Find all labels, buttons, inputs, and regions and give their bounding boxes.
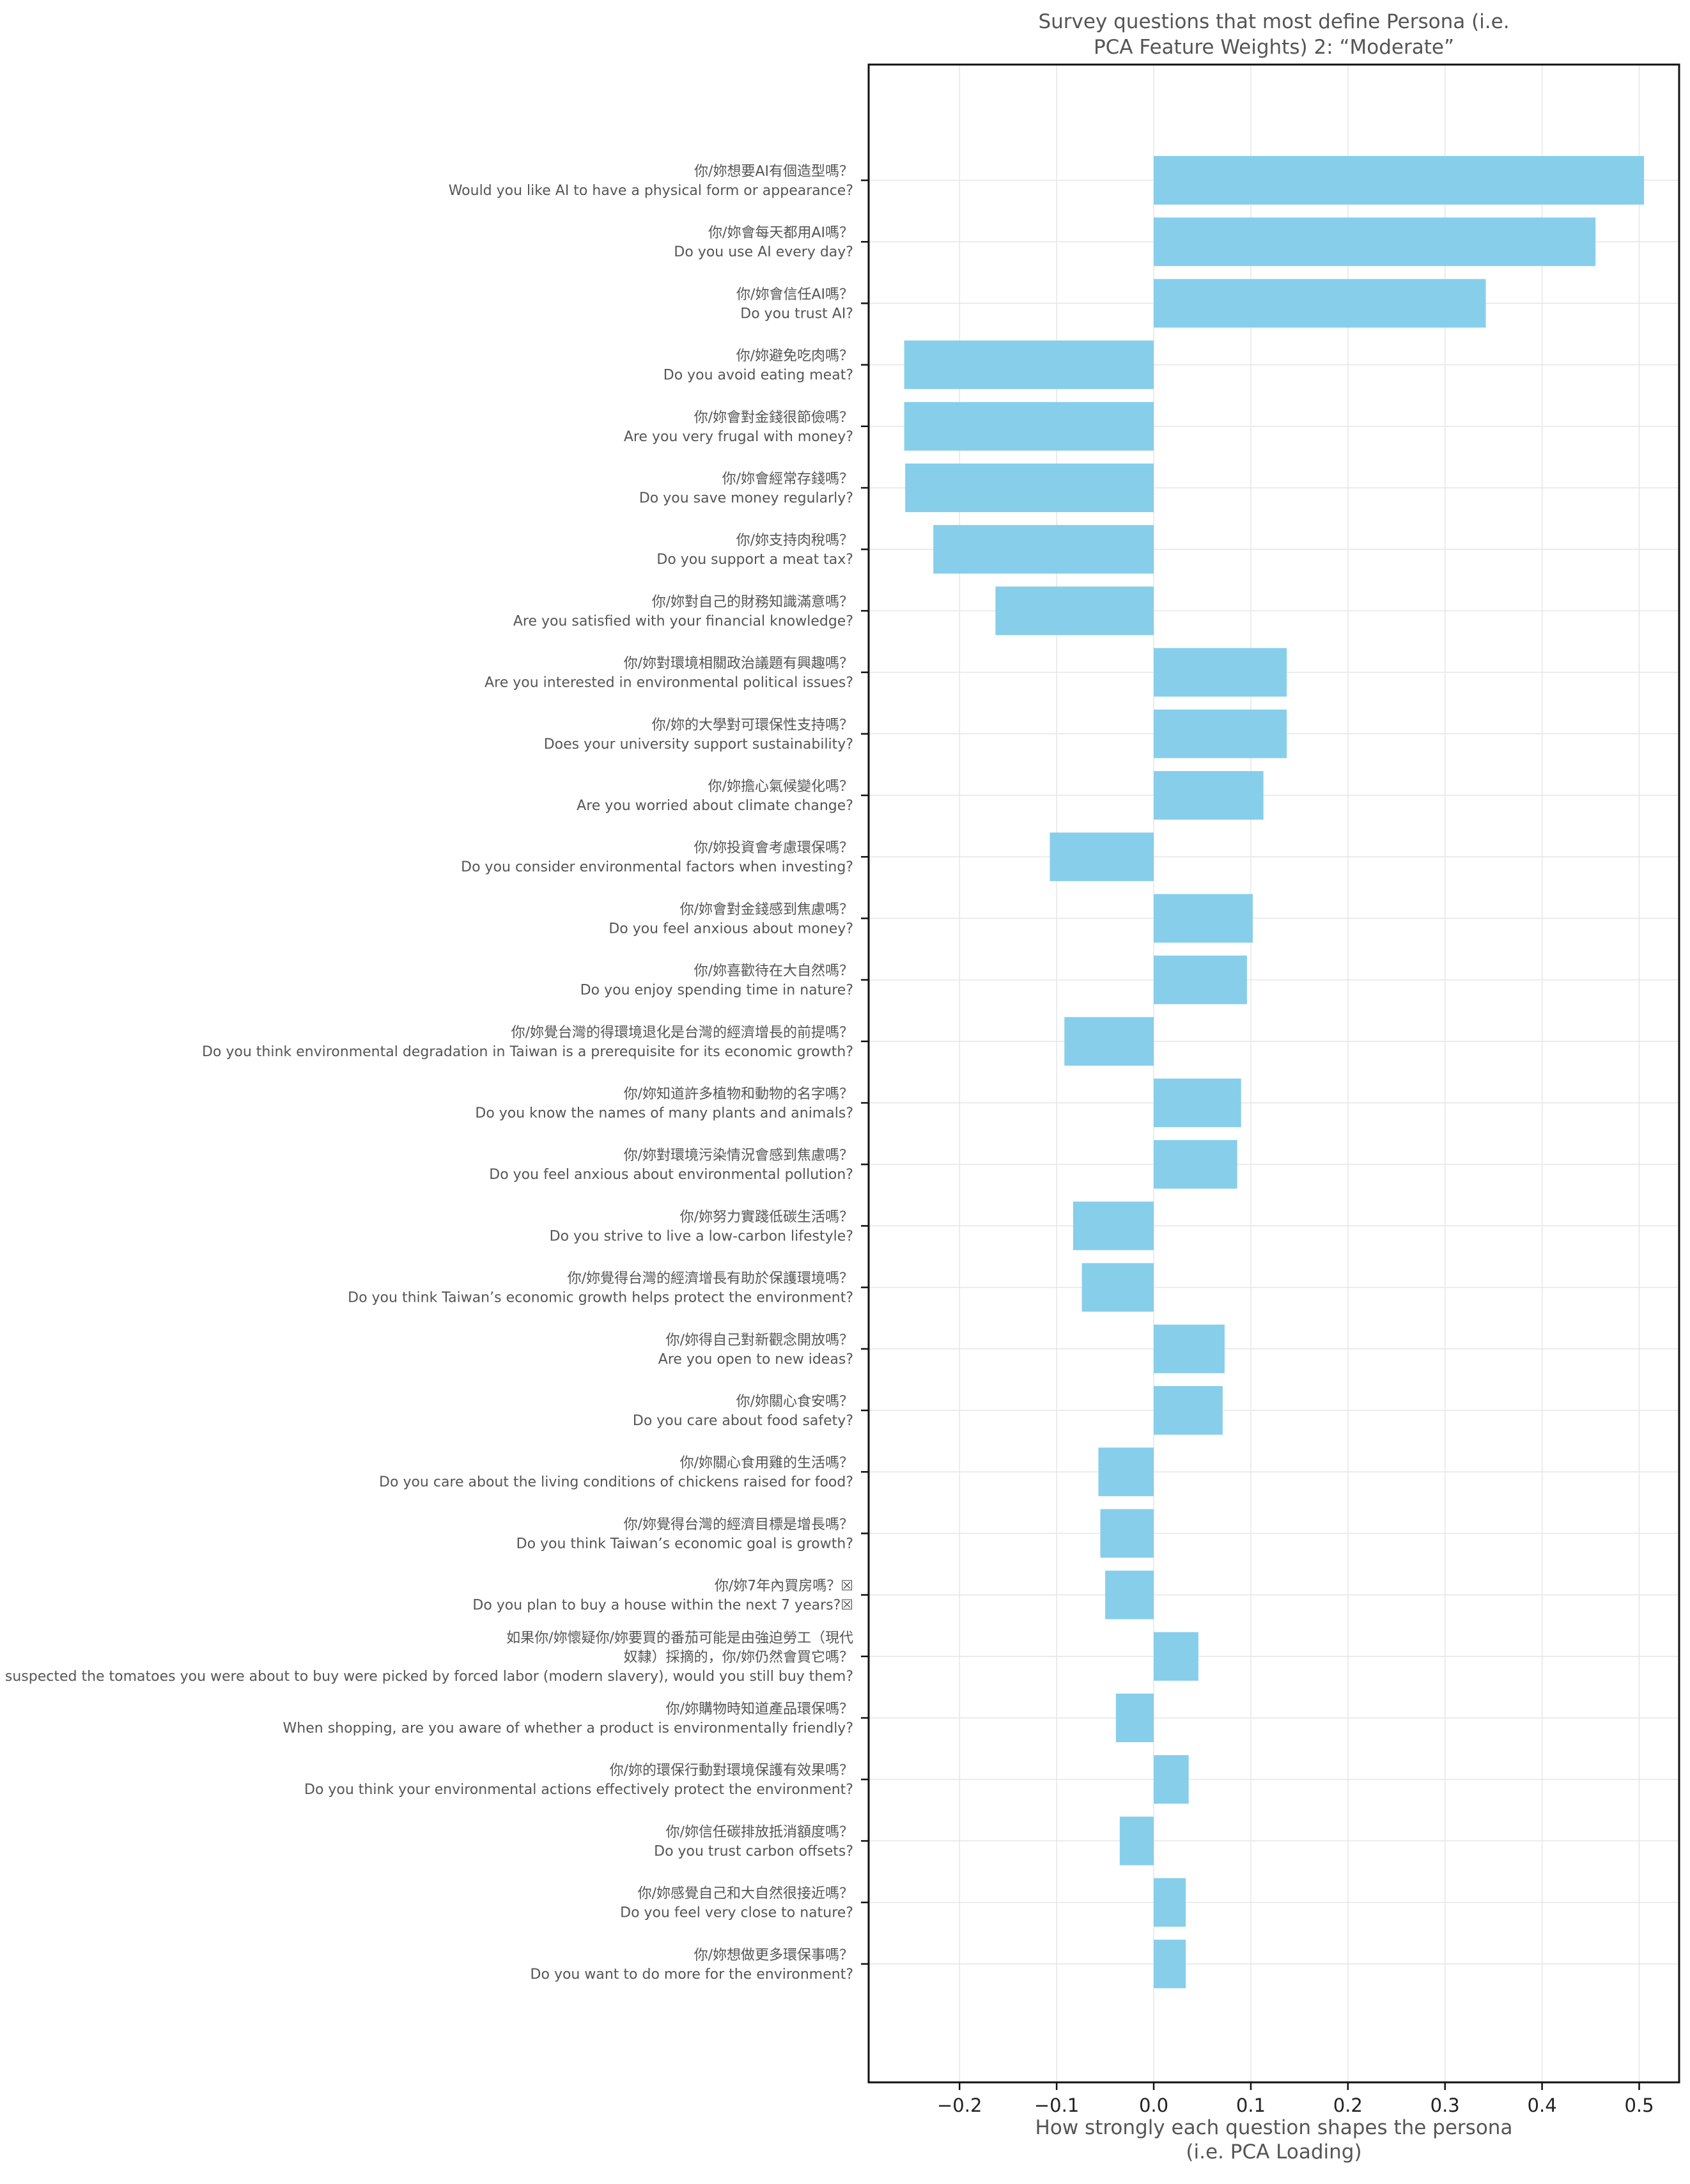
x-tick-label: −0.2 [937, 2094, 982, 2116]
y-tick-label: 你/妳會每天都用AI嗎？ Do you use AI every day? [674, 225, 853, 260]
bar [1154, 279, 1486, 328]
bar [1154, 894, 1253, 943]
bar [1154, 1386, 1223, 1435]
bar [905, 464, 1154, 512]
bar [1154, 1755, 1189, 1804]
y-tick-label: 你/妳覺得台灣的經濟增長有助於保護環境嗎？ Do you think Taiwan… [348, 1271, 853, 1306]
y-tick-label: 你/妳知道許多植物和動物的名字嗎？ Do you know the names o… [475, 1086, 853, 1121]
y-tick-label: 你/妳感覺自己和大自然很接近嗎？ Do you feel very close t… [620, 1886, 853, 1921]
bar [1098, 1447, 1154, 1497]
bar [1154, 955, 1247, 1004]
bar [1115, 1694, 1154, 1742]
y-tick-label: 你/妳的環保行動對環境保護有效果嗎？ Do you think your envi… [304, 1763, 853, 1798]
bar [933, 525, 1154, 574]
y-tick-label: 你/妳努力實踐低碳生活嗎？ Do you strive to live a low… [550, 1209, 853, 1244]
y-tick-label: 你/妳避免吃肉嗎？ Do you avoid eating meat? [663, 348, 853, 384]
x-tick-label: 0.1 [1236, 2094, 1266, 2116]
bars [904, 156, 1645, 1988]
y-tick-label: 你/妳覺得台灣的經濟目標是增長嗎？ Do you think Taiwan’s e… [516, 1517, 853, 1552]
y-axis-labels: 你/妳想要AI有個造型嗎？ Would you like AI to have a… [0, 164, 869, 1983]
y-tick-label: 你/妳想要AI有個造型嗎？ Would you like AI to have a… [449, 164, 853, 199]
y-tick-label: 你/妳會信任AI嗎？ Do you trust AI? [736, 286, 853, 322]
y-tick-label: 你/妳得自己對新觀念開放嗎？ Are you open to new ideas? [658, 1332, 853, 1368]
y-tick-label: 你/妳的大學對可環保性支持嗎？ Does your university supp… [544, 717, 853, 753]
y-tick-label: 你/妳投資會考慮環保嗎？ Do you consider environmenta… [461, 840, 853, 875]
bar [904, 340, 1154, 389]
y-tick-label: 你/妳對環境污染情況會感到焦慮嗎？ Do you feel anxious abo… [489, 1148, 853, 1183]
y-tick-label: 你/妳會對金錢感到焦慮嗎？ Do you feel anxious about m… [609, 901, 853, 937]
bar [1154, 709, 1287, 758]
y-tick-label: 你/妳會經常存錢嗎？ Do you save money regularly? [639, 471, 853, 506]
y-tick-label: 你/妳關心食安嗎？ Do you care about food safety? [633, 1394, 853, 1429]
y-tick-label: 你/妳覺台灣的得環境退化是台灣的經濟增長的前提嗎？ Do you think en… [202, 1025, 853, 1060]
bar [1050, 832, 1154, 882]
y-tick-label: 你/妳關心食用雞的生活嗎？ Do you care about the livin… [379, 1455, 853, 1490]
bar [1154, 1939, 1186, 1988]
y-tick-label: 你/妳對自己的財務知識滿意嗎？ Are you satisfied with yo… [513, 594, 853, 629]
x-tick-label: 0.4 [1528, 2094, 1557, 2116]
y-tick-label: 你/妳擔心氣候變化嗎？ Are you worried about climate… [577, 779, 853, 814]
bar [1064, 1017, 1154, 1066]
bar [1100, 1509, 1154, 1558]
y-tick-label: 你/妳7年內買房嗎？☒ Do you plan to buy a house wi… [472, 1579, 853, 1614]
bar [1154, 1324, 1225, 1373]
bar [1073, 1201, 1154, 1251]
bar [1154, 1878, 1186, 1927]
bar [1154, 217, 1596, 267]
bar [1081, 1263, 1154, 1312]
y-tick-label: 你/妳信任碳排放抵消額度嗎？ Do you trust carbon offset… [654, 1824, 853, 1859]
x-tick-label: 0.3 [1430, 2094, 1460, 2116]
bar [1154, 771, 1264, 820]
y-tick-label: 你/妳想做更多環保事嗎？ Do you want to do more for t… [531, 1947, 853, 1983]
x-axis-label: How strongly each question shapes the pe… [1035, 2116, 1513, 2164]
y-tick-label: 你/妳喜歡待在大自然嗎？ Do you enjoy spending time i… [580, 963, 853, 999]
y-tick-label: 你/妳會對金錢很節儉嗎？ Are you very frugal with mon… [624, 410, 853, 445]
x-tick-label: 0.2 [1333, 2094, 1363, 2116]
x-tick-label: 0.5 [1624, 2094, 1654, 2116]
x-tick-label: 0.0 [1139, 2094, 1168, 2116]
x-tick-label: −0.1 [1034, 2094, 1079, 2116]
y-tick-label: 如果你/妳懷疑你/妳要買的番茄可能是由強迫勞工（現代奴隸）採摘的，你/妳仍然會買… [0, 1630, 853, 1685]
bar [1105, 1570, 1154, 1619]
y-tick-label: 你/妳對環境相關政治議題有興趣嗎？ Are you interested in e… [485, 656, 853, 691]
bar [904, 402, 1154, 451]
bar [1154, 1140, 1237, 1189]
bar [1154, 648, 1287, 697]
x-axis-ticks: −0.2 −0.1 0.0 0.1 0.2 0.3 0.4 0.5 [937, 2082, 1654, 2116]
chart-title: Survey questions that most define Person… [1038, 10, 1509, 59]
y-tick-label: 你/妳購物時知道產品環保嗎？ When shopping, are you awa… [283, 1701, 853, 1736]
bar [1154, 156, 1645, 205]
bar [1119, 1816, 1154, 1866]
y-tick-label: 你/妳支持肉稅嗎？ Do you support a meat tax? [656, 533, 853, 568]
bar [1154, 1632, 1198, 1681]
plot-frame [867, 63, 1680, 2084]
bar [1154, 1079, 1241, 1127]
bar [995, 586, 1154, 636]
